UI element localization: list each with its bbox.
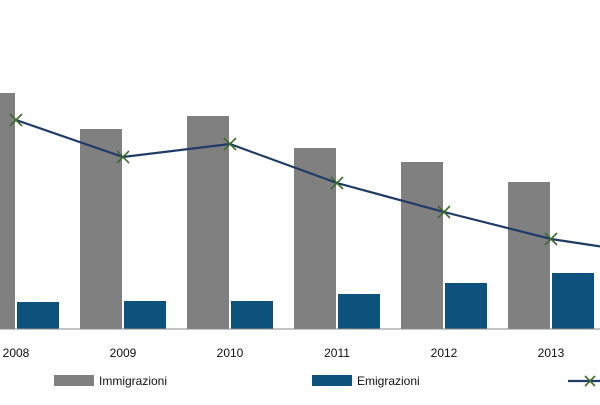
x-tick-label-2013: 2013 (538, 346, 565, 360)
line-marker-2013 (544, 232, 558, 246)
bar-immigrazioni-2011 (294, 148, 336, 329)
legend: Immigrazioni Emigrazioni (54, 374, 600, 388)
bar-emigrazioni-2012 (445, 283, 487, 329)
legend-swatch-emigrazioni (312, 375, 352, 386)
bar-emigrazioni-2009 (124, 301, 166, 329)
x-tick-label-2009: 2009 (110, 346, 137, 360)
bar-immigrazioni-2009 (80, 129, 122, 329)
bar-immigrazioni-2013 (508, 182, 550, 329)
bar-emigrazioni-2013 (552, 273, 594, 329)
bar-emigrazioni-2010 (231, 301, 273, 329)
legend-item-immigrazioni: Immigrazioni (54, 374, 167, 388)
x-tick-label-2011: 2011 (324, 346, 350, 360)
legend-item-emigrazioni: Emigrazioni (312, 374, 420, 388)
legend-label-emigrazioni: Emigrazioni (357, 374, 420, 388)
line-marker-2010 (223, 137, 237, 151)
bar-emigrazioni-2008 (17, 302, 59, 329)
line-marker-2008 (9, 113, 23, 127)
line-marker-2012 (437, 205, 451, 219)
x-tick-label-2010: 2010 (217, 346, 244, 360)
bars-layer (0, 93, 594, 329)
x-tick-labels: 2008 2009 2010 2011 2012 2013 (3, 346, 565, 360)
legend-item-line-0 (568, 375, 600, 387)
line-layer (9, 113, 600, 248)
bar-emigrazioni-2011 (338, 294, 380, 329)
x-tick-label-2012: 2012 (431, 346, 458, 360)
x-tick-label-2008: 2008 (3, 346, 30, 360)
line-marker-2009 (116, 150, 130, 164)
bar-immigrazioni-2010 (187, 116, 229, 329)
legend-label-immigrazioni: Immigrazioni (99, 374, 167, 388)
bar-immigrazioni-2008 (0, 93, 15, 329)
bar-immigrazioni-2012 (401, 162, 443, 329)
line-marker-2011 (330, 176, 344, 190)
legend-swatch-immigrazioni (54, 375, 94, 386)
